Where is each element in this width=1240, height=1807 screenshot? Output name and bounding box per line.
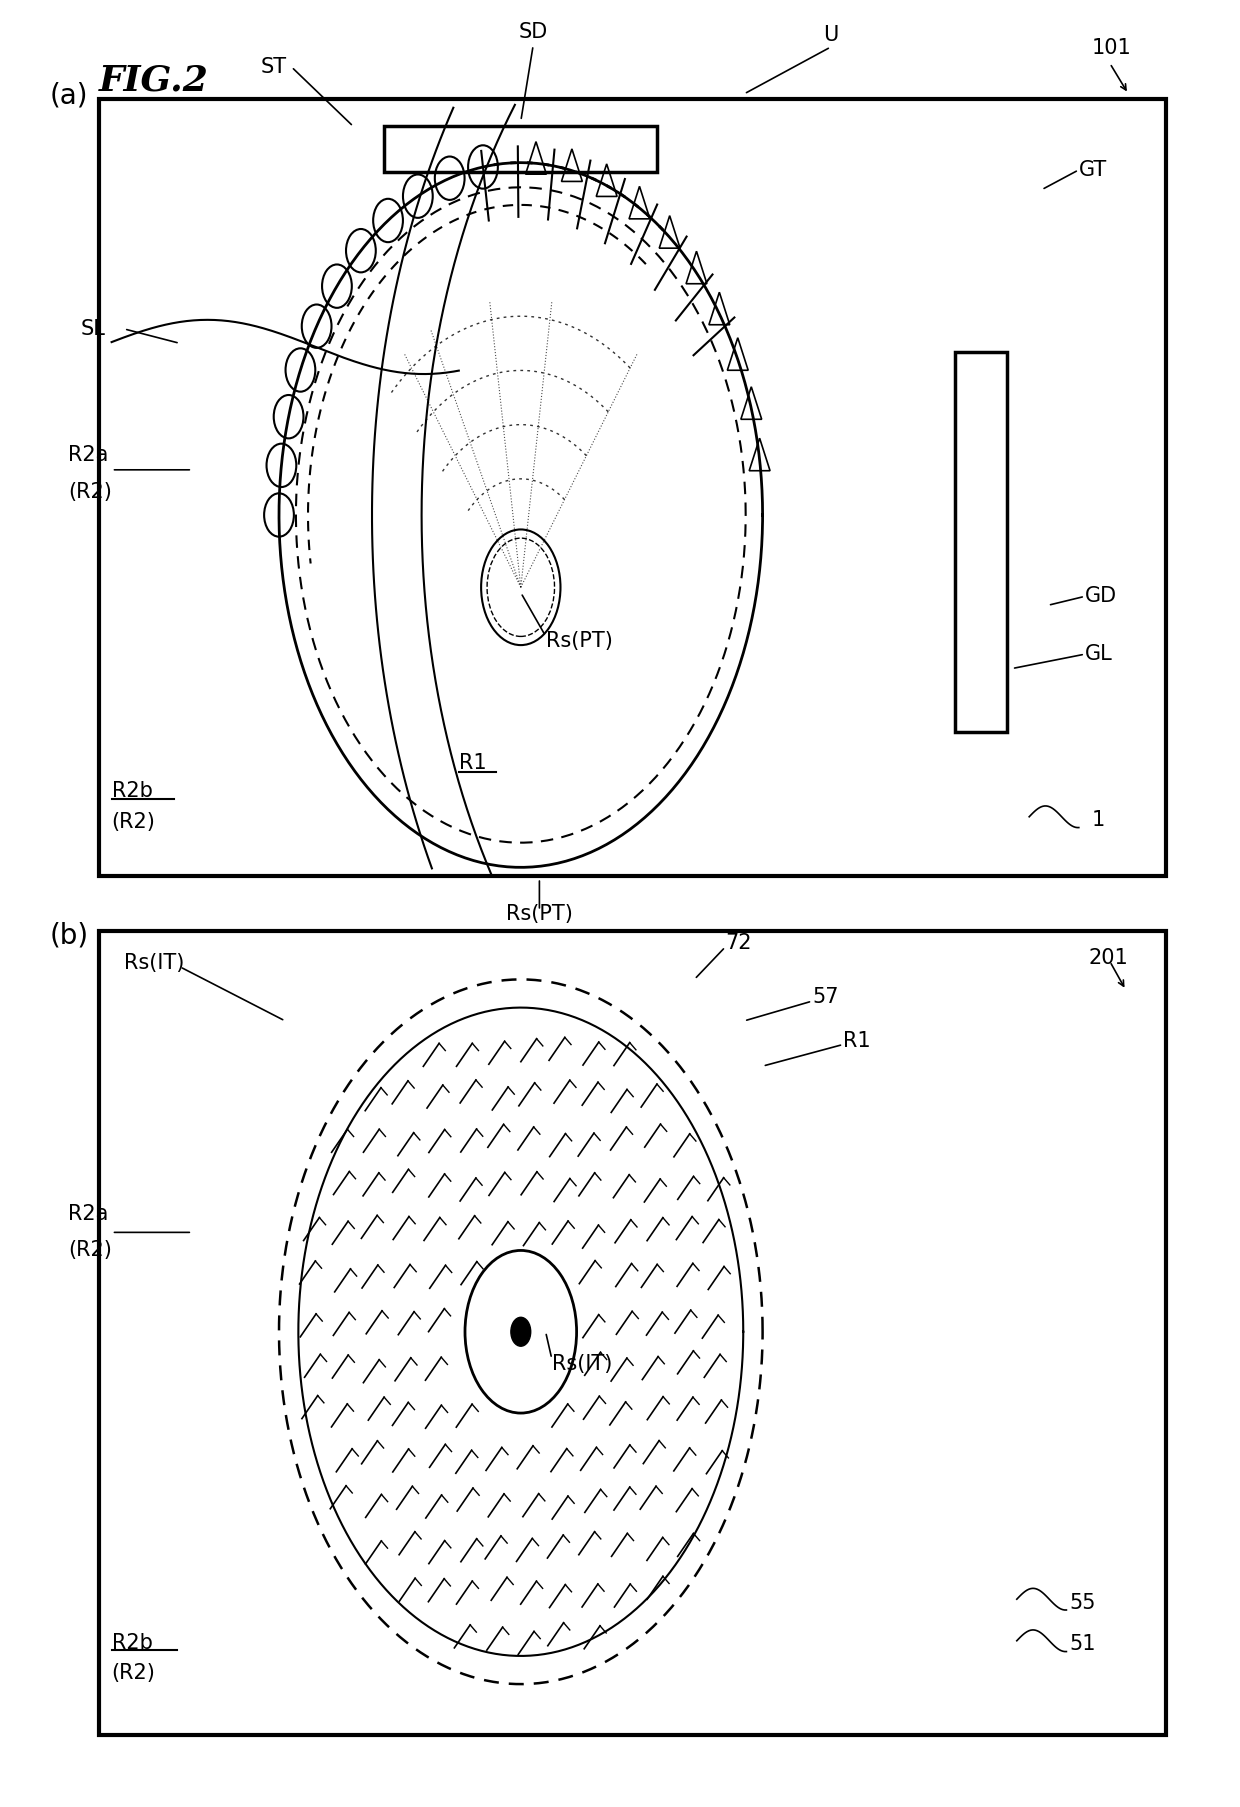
Text: R2a: R2a — [68, 445, 109, 466]
Text: GL: GL — [1085, 643, 1112, 665]
Text: 201: 201 — [1089, 947, 1128, 969]
Text: (b): (b) — [50, 922, 89, 949]
Text: ST: ST — [260, 56, 286, 78]
Text: R2b: R2b — [112, 781, 153, 802]
Text: R1: R1 — [459, 752, 486, 773]
Text: (a): (a) — [50, 81, 88, 108]
Text: 57: 57 — [812, 987, 838, 1008]
Circle shape — [511, 1317, 531, 1346]
Text: (R2): (R2) — [112, 1662, 155, 1684]
Text: Rs(IT): Rs(IT) — [552, 1353, 613, 1375]
Text: R1: R1 — [843, 1030, 870, 1052]
Text: FIG.2: FIG.2 — [99, 63, 210, 98]
Text: 55: 55 — [1069, 1592, 1095, 1614]
Text: Rs(IT): Rs(IT) — [124, 952, 185, 974]
Text: (R2): (R2) — [112, 811, 155, 833]
Text: (R2): (R2) — [68, 1240, 112, 1261]
Text: R2a: R2a — [68, 1203, 109, 1225]
Text: 101: 101 — [1091, 38, 1131, 58]
Text: U: U — [823, 25, 838, 45]
Bar — [955, 352, 1007, 732]
Text: GT: GT — [1079, 159, 1107, 181]
Text: R2b: R2b — [112, 1632, 153, 1653]
Text: Rs(PT): Rs(PT) — [546, 631, 613, 652]
Text: (R2): (R2) — [68, 481, 112, 502]
Text: 1: 1 — [1091, 810, 1105, 831]
Text: SL: SL — [81, 318, 105, 340]
Text: Rs(PT): Rs(PT) — [506, 904, 573, 925]
Bar — [384, 126, 657, 172]
Text: 72: 72 — [725, 932, 751, 954]
Text: SD: SD — [518, 22, 548, 42]
Text: 51: 51 — [1069, 1634, 1095, 1655]
Text: GD: GD — [1085, 585, 1117, 607]
